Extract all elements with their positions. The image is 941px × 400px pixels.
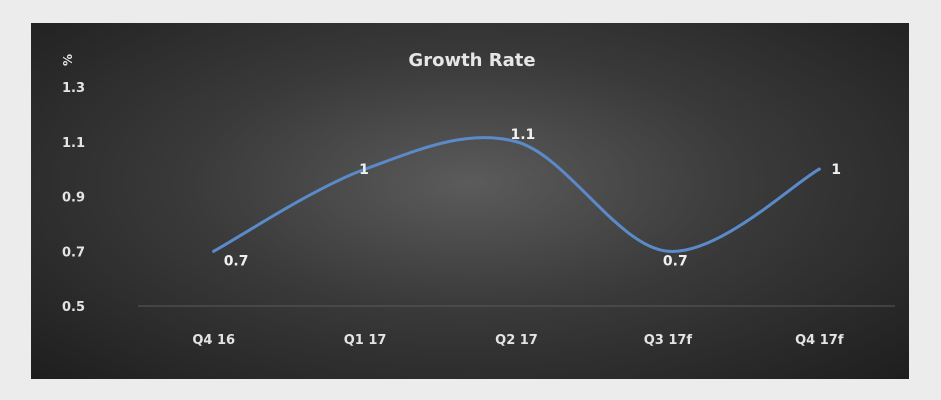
y-axis: 0.5 0.7 0.9 1.1 1.3 (62, 81, 85, 315)
chart-title: Growth Rate (408, 50, 535, 71)
data-point (818, 168, 821, 171)
data-label: 0.7 (663, 253, 688, 269)
x-axis: Q4 16 Q1 17 Q2 17 Q3 17f Q4 17f (192, 333, 843, 348)
series-group (212, 138, 821, 253)
data-label: 0.7 (224, 253, 249, 269)
x-tick-label: Q1 17 (344, 333, 387, 348)
y-tick-label: 0.7 (62, 245, 85, 260)
x-tick-label: Q4 16 (192, 333, 235, 348)
y-tick-label: 0.9 (62, 191, 85, 206)
data-point (212, 250, 215, 253)
y-axis-unit: % (61, 54, 75, 66)
x-tick-label: Q3 17f (644, 333, 693, 348)
y-tick-label: 1.1 (62, 136, 85, 151)
series-line (214, 138, 820, 252)
y-tick-label: 0.5 (62, 300, 85, 315)
data-label: 1 (831, 162, 841, 178)
data-label: 1.1 (511, 127, 536, 143)
data-label: 1 (359, 162, 369, 178)
y-tick-label: 1.3 (62, 81, 85, 96)
x-tick-label: Q2 17 (495, 333, 538, 348)
x-tick-label: Q4 17f (795, 333, 844, 348)
